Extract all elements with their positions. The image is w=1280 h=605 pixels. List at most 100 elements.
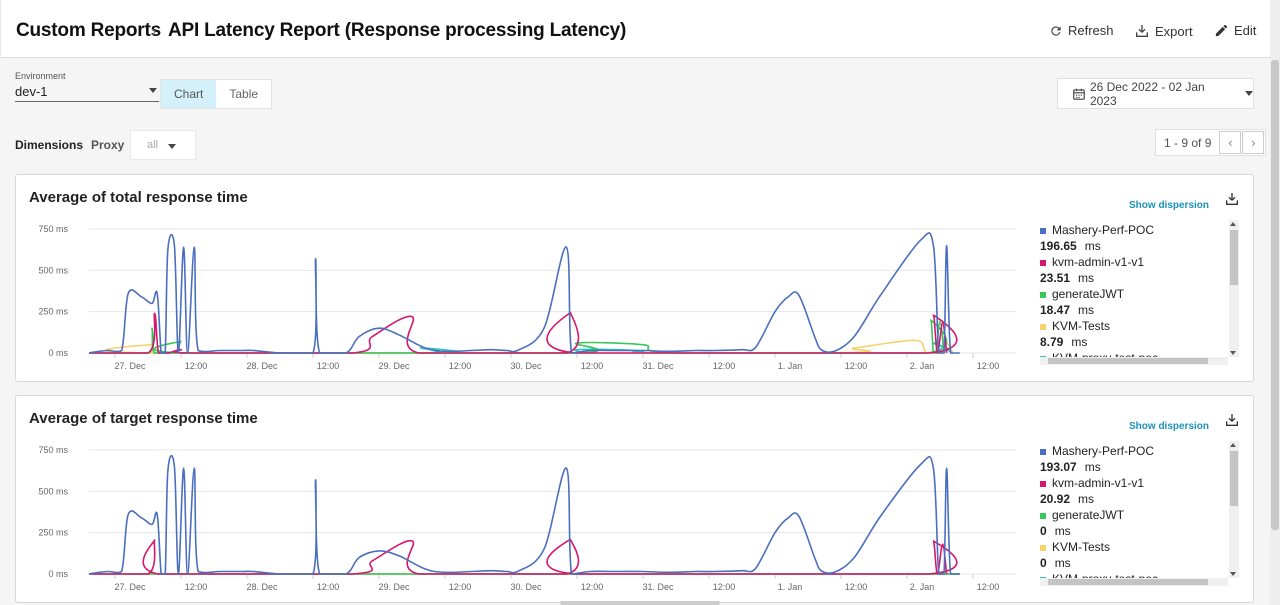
legend-swatch	[1040, 356, 1046, 357]
x-tick-label: 12:00	[449, 361, 472, 371]
x-tick-label: 12:00	[713, 361, 736, 371]
prev-page-button[interactable]: ‹	[1219, 131, 1242, 154]
x-tick-label: 30. Dec	[510, 582, 542, 592]
page-header: Custom Reports › API Latency Report (Res…	[0, 0, 1270, 58]
legend-series-value: 8.79 ms	[1040, 335, 1088, 349]
legend-hscrollbar[interactable]	[1040, 357, 1228, 365]
download-icon[interactable]	[1224, 191, 1240, 207]
scroll-up-icon[interactable]	[1230, 443, 1236, 447]
legend-series-value: 0 ms	[1040, 556, 1071, 570]
y-tick-label: 250 ms	[38, 307, 68, 317]
legend-item[interactable]: KVM-Tests 0 ms	[1040, 539, 1228, 571]
x-tick-label: 12:00	[581, 361, 604, 371]
legend-scrollbar[interactable]	[1229, 220, 1239, 357]
legend-series-value: 23.51 ms	[1040, 271, 1095, 285]
date-range-picker[interactable]: 26 Dec 2022 - 02 Jan 2023	[1057, 78, 1254, 109]
proxy-value: all	[147, 139, 159, 151]
refresh-icon	[1051, 25, 1061, 36]
scroll-up-icon[interactable]	[1230, 222, 1236, 226]
x-tick-label: 27. Dec	[114, 361, 146, 371]
download-icon	[1136, 25, 1148, 37]
chart-title: Average of total response time	[29, 189, 248, 206]
edit-label: Edit	[1234, 23, 1257, 38]
x-tick-label: 31. Dec	[642, 582, 674, 592]
legend-item[interactable]: KVM-proxy-test-poc	[1040, 350, 1228, 357]
proxy-select[interactable]: all	[130, 130, 196, 160]
refresh-button[interactable]: Refresh	[1049, 23, 1114, 38]
legend-item[interactable]: KVM-proxy-test-poc	[1040, 571, 1228, 578]
legend-swatch	[1040, 228, 1046, 234]
x-tick-label: 30. Dec	[510, 361, 542, 371]
x-tick-label: 28. Dec	[246, 361, 278, 371]
view-toggle: Chart Table	[160, 79, 273, 109]
legend-scroll-thumb[interactable]	[1230, 451, 1238, 506]
legend-series-name: KVM-Tests	[1052, 319, 1111, 333]
legend-hscroll-thumb[interactable]	[1048, 358, 1208, 364]
legend-swatch	[1040, 324, 1046, 330]
scroll-down-icon[interactable]	[1230, 572, 1236, 576]
x-tick-label: 12:00	[845, 582, 868, 592]
show-dispersion-link[interactable]: Show dispersion	[1129, 421, 1210, 432]
breadcrumb-custom-reports[interactable]: Custom Reports	[16, 20, 161, 41]
pagination-text: 1 - 9 of 9	[1164, 135, 1212, 150]
legend-item[interactable]: kvm-admin-v1-v1 23.51 ms	[1040, 254, 1228, 286]
series-line	[88, 232, 960, 354]
legend-series-value: 193.07 ms	[1040, 460, 1101, 474]
legend-series-value: 20.92 ms	[1040, 492, 1095, 506]
x-tick-label: 27. Dec	[114, 582, 146, 592]
x-tick-label: 28. Dec	[246, 582, 278, 592]
legend-item[interactable]: generateJWT 0 ms	[1040, 507, 1228, 539]
series-line	[88, 455, 960, 575]
table-view-button[interactable]: Table	[229, 87, 259, 101]
legend-scroll-thumb[interactable]	[1230, 230, 1238, 285]
chart-view-button[interactable]: Chart	[161, 80, 217, 108]
proxy-label: Proxy	[91, 138, 125, 152]
edit-button[interactable]: Edit	[1214, 23, 1256, 38]
page-scroll-thumb[interactable]	[1271, 60, 1279, 530]
x-tick-label: 12:00	[977, 361, 1000, 371]
legend-series-name: KVM-proxy-test-poc	[1052, 572, 1158, 578]
legend-hscrollbar[interactable]	[1040, 578, 1228, 586]
legend-item[interactable]: Mashery-Perf-POC 193.07 ms	[1040, 443, 1228, 475]
legend-swatch	[1040, 513, 1046, 519]
x-tick-label: 12:00	[845, 361, 868, 371]
caret-down-icon	[149, 88, 157, 93]
series-line	[89, 538, 958, 575]
export-button[interactable]: Export	[1134, 23, 1193, 39]
x-tick-label: 1. Jan	[778, 582, 803, 592]
date-range-value: 26 Dec 2022 - 02 Jan 2023	[1089, 79, 1205, 108]
chart-legend: Mashery-Perf-POC 193.07 ms kvm-admin-v1-v1 2…	[1040, 443, 1228, 578]
legend-swatch	[1040, 292, 1046, 298]
x-tick-label: 12:00	[449, 582, 472, 592]
scroll-down-icon[interactable]	[1230, 351, 1236, 355]
download-icon[interactable]	[1224, 412, 1240, 428]
page-title: API Latency Report (Response processing …	[168, 20, 627, 41]
caret-down-icon	[168, 144, 176, 149]
environment-select[interactable]: dev-1	[15, 84, 159, 102]
caret-down-icon	[1245, 91, 1253, 96]
legend-swatch	[1040, 545, 1046, 551]
chart-legend: Mashery-Perf-POC 196.65 ms kvm-admin-v1-v1 2…	[1040, 222, 1228, 357]
breadcrumb-separator: ›	[151, 23, 157, 40]
line-chart: 750 ms 500 ms 250 ms 0 ms 27. Dec 12:00 28. De…	[38, 224, 1016, 371]
export-label: Export	[1155, 23, 1193, 39]
page-scrollbar[interactable]	[1270, 0, 1280, 605]
refresh-label: Refresh	[1068, 23, 1114, 38]
pagination: 1 - 9 of 9 ‹ ›	[1155, 129, 1267, 156]
y-tick-label: 0 ms	[48, 348, 68, 358]
legend-item[interactable]: Mashery-Perf-POC 196.65 ms	[1040, 222, 1228, 254]
x-tick-label: 1. Jan	[778, 361, 803, 371]
legend-item[interactable]: kvm-admin-v1-v1 20.92 ms	[1040, 475, 1228, 507]
show-dispersion-link[interactable]: Show dispersion	[1129, 200, 1210, 211]
legend-item[interactable]: generateJWT 18.47 ms	[1040, 286, 1228, 318]
chart-card-total-response: Average of total response time Show disp…	[15, 174, 1254, 382]
legend-hscroll-thumb[interactable]	[1048, 579, 1208, 585]
legend-scrollbar[interactable]	[1229, 441, 1239, 578]
y-tick-label: 500 ms	[38, 486, 68, 496]
next-page-button[interactable]: ›	[1242, 131, 1265, 154]
legend-series-value: 0 ms	[1040, 524, 1071, 538]
series-line	[89, 319, 948, 354]
legend-item[interactable]: KVM-Tests 8.79 ms	[1040, 318, 1228, 350]
line-chart: 750 ms 500 ms 250 ms 0 ms 27. Dec 12:00 28. De…	[38, 445, 1016, 592]
bottom-scroll-indicator[interactable]	[560, 601, 720, 605]
